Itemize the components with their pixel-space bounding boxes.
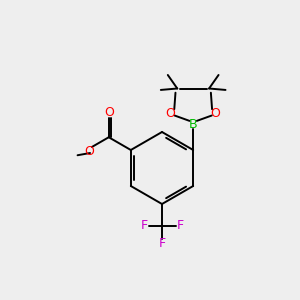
Text: F: F [158,237,166,250]
Text: F: F [176,219,184,232]
Text: F: F [140,219,148,232]
Text: O: O [85,145,94,158]
Text: O: O [211,106,220,120]
Text: B: B [189,118,197,131]
Text: O: O [166,106,176,120]
Text: O: O [105,106,115,119]
